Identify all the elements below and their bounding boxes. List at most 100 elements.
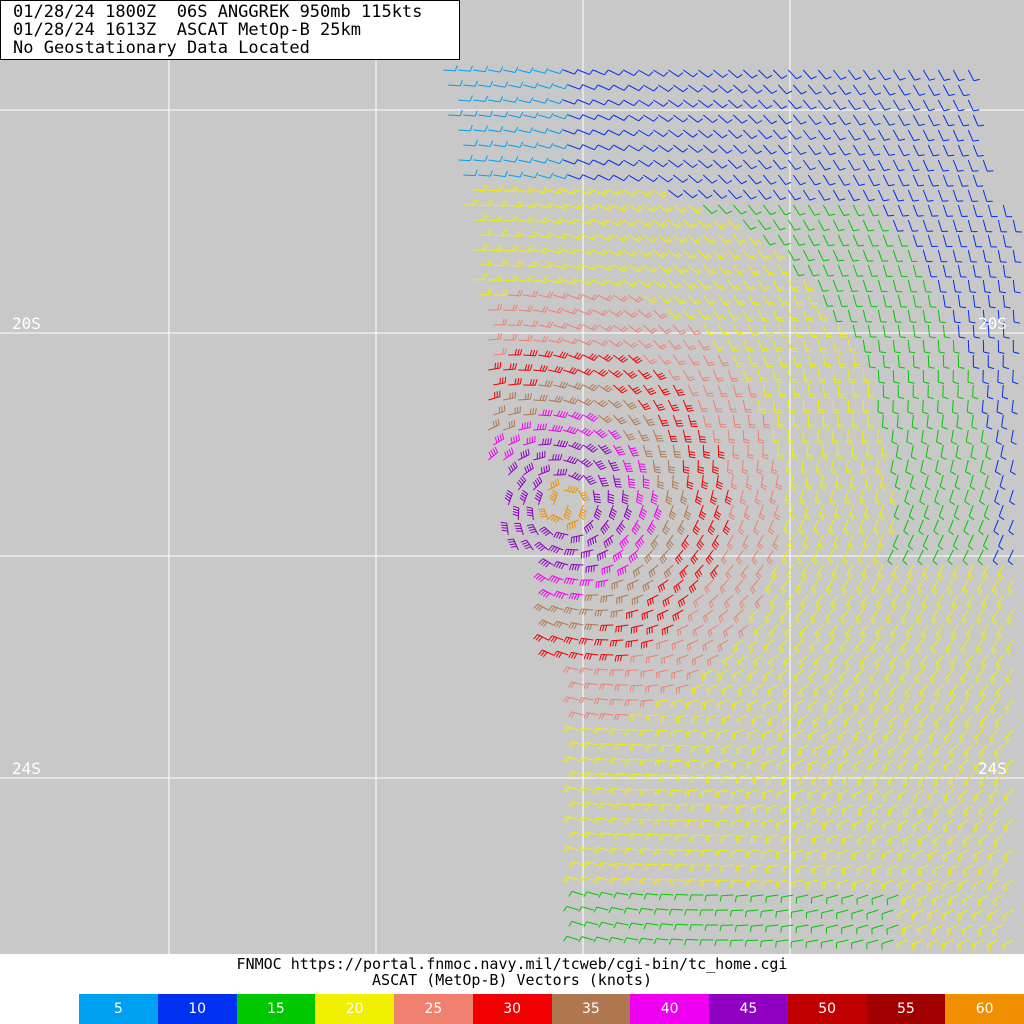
wind-barb-feather	[631, 803, 635, 810]
wind-barb-feather	[689, 643, 692, 650]
wind-barb-feather	[497, 435, 500, 442]
wind-barb	[772, 399, 776, 412]
wind-barb-feather	[719, 254, 726, 258]
wind-barb-feather	[832, 438, 839, 442]
wind-barb-feather	[990, 276, 997, 278]
wind-barb-feather	[568, 711, 573, 718]
wind-barb-feather	[715, 821, 717, 828]
wind-barb	[952, 339, 955, 353]
wind-barb	[726, 459, 729, 473]
wind-barb-feather	[882, 795, 885, 802]
wind-barb-feather	[817, 545, 823, 551]
wind-barb-feather	[712, 88, 718, 93]
wind-barb-feather	[666, 299, 673, 304]
wind-barb-feather	[916, 676, 921, 683]
wind-barb-feather	[711, 496, 718, 500]
wind-barb-feather	[659, 343, 666, 348]
wind-barb-feather	[579, 204, 584, 210]
wind-barb-feather	[617, 416, 624, 421]
wind-barb-feather	[849, 378, 856, 381]
wind-barb-feather	[548, 635, 553, 641]
wind-barb	[751, 804, 764, 809]
wind-barb-feather	[663, 390, 670, 394]
wind-barb-feather	[504, 230, 508, 237]
wind-barb-feather	[593, 757, 597, 764]
wind-barb-feather	[620, 265, 627, 271]
wind-barb	[922, 219, 928, 232]
wind-barb	[721, 804, 734, 808]
wind-barb	[963, 519, 969, 532]
wind-barb-feather	[645, 686, 647, 693]
wind-barb-feather	[914, 824, 917, 831]
wind-barb	[532, 481, 543, 491]
wind-barb-feather	[596, 428, 602, 434]
wind-barb-feather	[538, 476, 543, 482]
wind-barb-feather	[571, 522, 574, 529]
wind-barb-feather	[504, 451, 508, 458]
wind-barb-feather	[600, 596, 602, 603]
wind-barb	[672, 204, 683, 214]
wind-barb	[769, 594, 779, 605]
wind-barb-feather	[576, 383, 582, 389]
wind-barb-feather	[686, 407, 693, 410]
wind-barb-feather	[785, 631, 790, 637]
wind-barb-feather	[704, 223, 711, 228]
wind-barb	[691, 834, 704, 837]
wind-barb	[876, 429, 879, 442]
wind-barb-feather	[666, 498, 673, 503]
wind-barb	[613, 174, 625, 182]
wind-barb-feather	[947, 811, 951, 818]
wind-barb	[862, 99, 871, 111]
wind-barb	[701, 759, 714, 763]
wind-barb-feather	[629, 404, 636, 408]
wind-barb-feather	[929, 78, 936, 81]
wind-barb-feather	[517, 319, 520, 326]
wind-barb	[537, 573, 549, 581]
wind-barb	[697, 219, 708, 229]
wind-barb-feather	[829, 213, 836, 216]
wind-barb-feather	[928, 766, 932, 773]
wind-barb-feather	[600, 466, 607, 470]
wind-barb	[607, 369, 619, 378]
wind-barb-feather	[646, 612, 648, 619]
wind-barb	[966, 399, 969, 412]
wind-barb	[993, 804, 1004, 813]
wind-barb-feather	[947, 560, 953, 566]
wind-barb	[942, 819, 954, 827]
wind-barb	[926, 414, 929, 427]
wind-barb	[822, 729, 834, 737]
wind-barb	[886, 579, 894, 591]
wind-barb	[716, 699, 729, 705]
wind-barb	[907, 534, 914, 547]
wind-barb-feather	[780, 166, 787, 170]
wind-barb-feather	[1003, 826, 1006, 833]
wind-barb-feather	[917, 560, 923, 566]
wind-barb-feather	[581, 609, 585, 615]
wind-barb	[912, 204, 919, 217]
wind-barb-feather	[499, 215, 503, 222]
wind-barb-feather	[635, 543, 640, 550]
wind-barb-feather	[634, 388, 641, 393]
wind-barb-feather	[632, 343, 638, 349]
wind-barb-feather	[554, 454, 558, 461]
wind-barb	[869, 669, 879, 679]
wind-barb-feather	[638, 116, 644, 122]
wind-barb-feather	[630, 406, 637, 410]
wind-barb-feather	[541, 438, 545, 445]
wind-barb	[927, 294, 931, 307]
wind-barb-feather	[699, 540, 705, 546]
wind-barb	[802, 129, 811, 140]
wind-barb-feather	[469, 65, 473, 72]
wind-barb	[792, 114, 802, 125]
wind-barb	[702, 669, 714, 675]
wind-barb	[732, 414, 736, 427]
wind-barb-feather	[884, 77, 891, 81]
wind-barb-feather	[653, 539, 659, 546]
wind-barb-feather	[607, 418, 613, 424]
wind-barb-feather	[566, 455, 571, 462]
wind-barb-feather	[589, 479, 595, 483]
wind-barb-feather	[704, 587, 708, 594]
wind-barb-feather	[659, 613, 662, 620]
wind-barb-feather	[566, 426, 571, 432]
wind-barb	[762, 729, 774, 736]
